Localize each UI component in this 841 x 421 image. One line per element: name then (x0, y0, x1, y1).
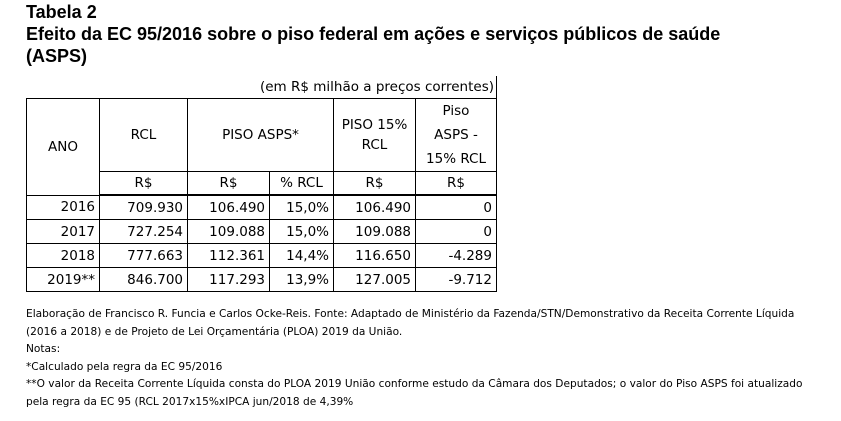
cell-piso: 112.361 (187, 243, 270, 268)
cell-diff: 0 (415, 194, 497, 220)
unit-caption-row: (em R$ milhão a preços correntes) (27, 76, 497, 99)
unit-piso15: R$ (333, 171, 416, 196)
data-table: (em R$ milhão a preços correntes) ANO RC… (26, 76, 497, 292)
header-diff-line3: 15% RCL (426, 151, 486, 167)
footnote-1: *Calculado pela regra da EC 95/2016 (26, 360, 223, 373)
header-row: ANO RCL PISO ASPS* PISO 15% RCL Piso ASP… (26, 98, 497, 196)
unit-diff: R$ (415, 171, 497, 196)
table-number: Tabela 2 (26, 2, 97, 22)
cell-piso15: 116.650 (333, 243, 416, 268)
cell-pct: 14,4% (269, 243, 334, 268)
header-piso-15-line1: PISO 15% (341, 117, 408, 133)
cell-rcl: 709.930 (99, 194, 188, 220)
cell-pct: 15,0% (269, 194, 334, 220)
cell-pct: 13,9% (269, 267, 334, 292)
cell-ano: 2019** (26, 267, 100, 292)
cell-rcl: 727.254 (99, 219, 188, 244)
cell-rcl: 846.700 (99, 267, 188, 292)
footnote-2: **O valor da Receita Corrente Líquida co… (26, 378, 803, 408)
header-diff: Piso ASPS - 15% RCL (415, 98, 497, 172)
header-diff-line1: Piso (442, 103, 470, 119)
cell-piso: 106.490 (187, 194, 270, 220)
unit-piso: R$ (187, 171, 270, 196)
header-piso-15-rcl: PISO 15% RCL (333, 98, 416, 172)
cell-piso: 117.293 (187, 267, 270, 292)
header-rcl: RCL (99, 98, 188, 172)
header-diff-line2: ASPS - (434, 127, 478, 143)
cell-ano: 2018 (26, 243, 100, 268)
cell-piso: 109.088 (187, 219, 270, 244)
cell-piso15: 109.088 (333, 219, 416, 244)
cell-ano: 2017 (26, 219, 100, 244)
unit-pct: % RCL (269, 171, 334, 196)
header-piso-15-line2: RCL (361, 137, 388, 153)
cell-diff: -9.712 (415, 267, 497, 292)
cell-rcl: 777.663 (99, 243, 188, 268)
units-row: R$ R$ % RCL R$ R$ (27, 171, 497, 196)
table-title: Efeito da EC 95/2016 sobre o piso federa… (26, 24, 721, 44)
cell-diff: 0 (415, 219, 497, 244)
cell-piso15: 127.005 (333, 267, 416, 292)
unit-rcl: R$ (99, 171, 188, 196)
table-row: 2017 727.254 109.088 15,0% 109.088 0 (26, 219, 497, 244)
header-ano: ANO (26, 98, 100, 196)
table-row: 2016 709.930 106.490 15,0% 106.490 0 (26, 194, 497, 220)
table-row: 2019** 846.700 117.293 13,9% 127.005 -9.… (26, 267, 497, 292)
cell-piso15: 106.490 (333, 194, 416, 220)
cell-ano: 2016 (26, 194, 100, 220)
table-row: 2018 777.663 112.361 14,4% 116.650 -4.28… (26, 243, 497, 268)
cell-pct: 15,0% (269, 219, 334, 244)
notes-label: Notas: (26, 343, 61, 355)
unit-caption: (em R$ milhão a preços correntes) (187, 76, 497, 99)
table-title-continuation: (ASPS) (26, 46, 88, 66)
table-notes: Elaboração de Francisco R. Funcia e Carl… (26, 306, 821, 411)
source-note: Elaboração de Francisco R. Funcia e Carl… (26, 308, 795, 338)
header-piso-asps: PISO ASPS* (187, 98, 334, 172)
cell-diff: -4.289 (415, 243, 497, 268)
